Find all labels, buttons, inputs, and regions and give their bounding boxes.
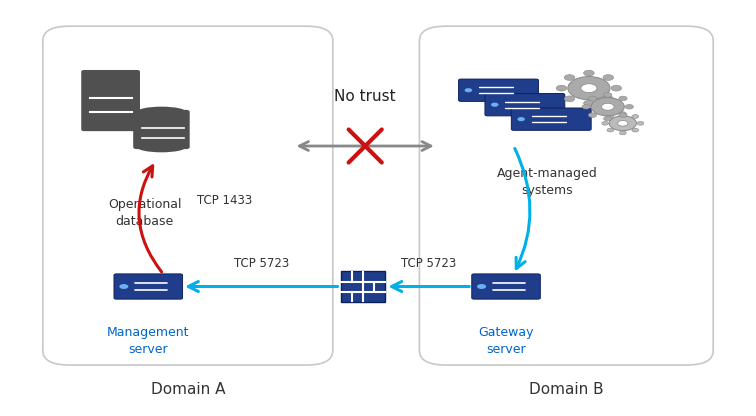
FancyBboxPatch shape	[81, 70, 140, 131]
FancyBboxPatch shape	[114, 274, 182, 299]
Text: No trust: No trust	[334, 89, 396, 104]
FancyBboxPatch shape	[511, 108, 591, 130]
Circle shape	[568, 77, 610, 100]
Circle shape	[632, 128, 639, 132]
Text: TCP 5723: TCP 5723	[234, 257, 289, 270]
FancyBboxPatch shape	[472, 274, 541, 299]
Circle shape	[517, 117, 525, 121]
Text: Domain A: Domain A	[150, 382, 225, 397]
Circle shape	[637, 121, 644, 125]
Text: TCP 5723: TCP 5723	[401, 257, 457, 270]
FancyBboxPatch shape	[341, 271, 385, 302]
Circle shape	[491, 103, 498, 107]
Circle shape	[619, 131, 626, 135]
Circle shape	[582, 104, 590, 109]
FancyBboxPatch shape	[485, 94, 565, 116]
Circle shape	[556, 85, 567, 91]
FancyBboxPatch shape	[420, 26, 713, 365]
Text: Agent-managed
systems: Agent-managed systems	[497, 167, 598, 197]
Circle shape	[477, 284, 486, 289]
Circle shape	[588, 113, 596, 117]
Circle shape	[603, 74, 614, 80]
Text: Management
server: Management server	[107, 326, 190, 356]
FancyBboxPatch shape	[43, 26, 333, 365]
Circle shape	[609, 116, 637, 131]
Circle shape	[465, 88, 472, 92]
Circle shape	[119, 284, 129, 289]
Circle shape	[603, 116, 612, 121]
Circle shape	[607, 128, 614, 132]
Circle shape	[603, 96, 614, 102]
Circle shape	[607, 114, 614, 118]
Circle shape	[619, 112, 626, 116]
Circle shape	[618, 121, 628, 126]
Circle shape	[591, 98, 624, 116]
Text: Operational
database: Operational database	[108, 198, 181, 228]
Ellipse shape	[137, 106, 186, 117]
Circle shape	[602, 121, 609, 125]
Text: Gateway
server: Gateway server	[479, 326, 534, 356]
Text: TCP 1433: TCP 1433	[197, 194, 253, 207]
Circle shape	[581, 84, 597, 93]
Circle shape	[564, 74, 575, 80]
Circle shape	[625, 104, 634, 109]
FancyBboxPatch shape	[133, 110, 190, 149]
Circle shape	[603, 93, 612, 97]
Circle shape	[632, 114, 639, 118]
Circle shape	[619, 113, 627, 117]
Circle shape	[588, 96, 596, 101]
Ellipse shape	[137, 142, 186, 152]
Circle shape	[611, 85, 621, 91]
Circle shape	[602, 103, 614, 110]
FancyBboxPatch shape	[459, 79, 538, 102]
Circle shape	[619, 96, 627, 101]
Text: Domain B: Domain B	[529, 382, 603, 397]
Circle shape	[564, 96, 575, 102]
Circle shape	[584, 70, 594, 76]
Circle shape	[584, 100, 594, 106]
